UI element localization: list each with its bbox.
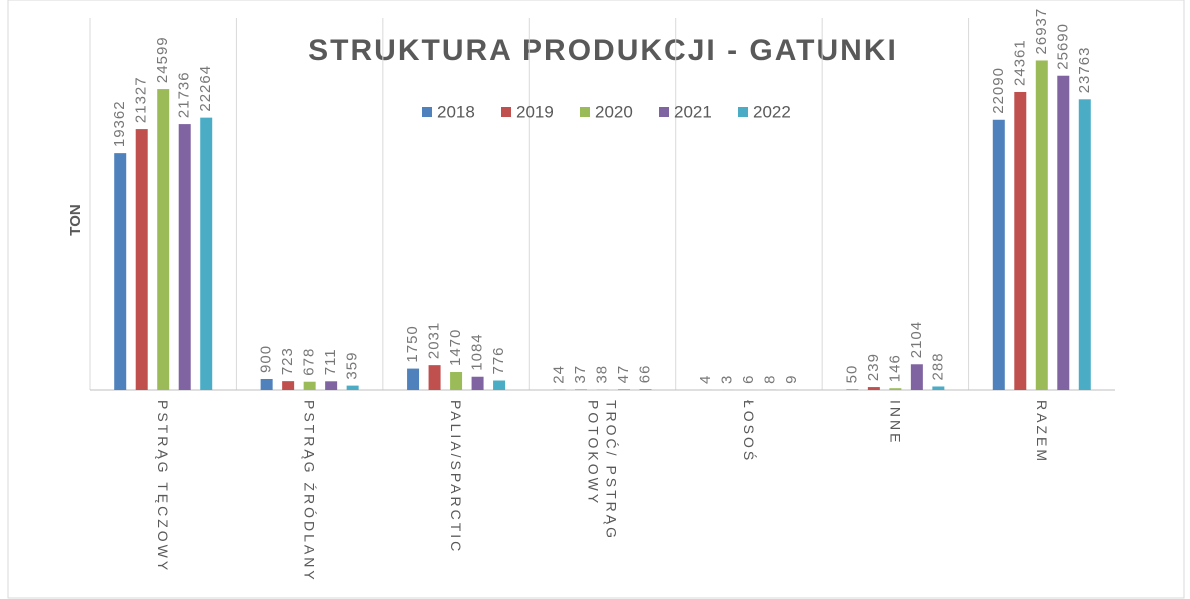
x-tick-label: PSTRĄG ŹRÓDLANY (301, 400, 318, 583)
bar (618, 389, 630, 390)
legend-label: 2020 (595, 102, 633, 121)
data-label: 22090 (990, 67, 1007, 114)
bar (303, 381, 316, 390)
data-label: 1084 (469, 333, 486, 370)
x-tick-label: INNE (887, 400, 904, 446)
bar (260, 378, 273, 390)
data-label: 239 (865, 353, 882, 381)
data-label: 2031 (426, 322, 443, 359)
legend-label: 2021 (674, 102, 712, 121)
data-label: 66 (636, 365, 653, 384)
legend-label: 2018 (437, 102, 475, 121)
chart-title: STRUKTURA PRODUKCJI - GATUNKI (308, 34, 898, 67)
data-label: 24361 (1011, 39, 1028, 86)
data-label: 22264 (197, 65, 214, 112)
bar (992, 119, 1005, 391)
legend-label: 2019 (516, 102, 554, 121)
data-label: 8 (761, 375, 778, 384)
bar (114, 153, 127, 390)
bar (1014, 91, 1027, 390)
bar (1035, 60, 1048, 390)
data-label: 1470 (447, 329, 464, 366)
data-label: 21736 (176, 71, 193, 118)
bar (135, 129, 148, 390)
data-label: 711 (322, 348, 339, 375)
legend-swatch (738, 107, 748, 117)
x-tick-label: TROĆ/ PSTRĄG POTOKOWY (585, 400, 620, 542)
bar (346, 385, 359, 390)
bar (846, 389, 859, 390)
data-label: 3 (718, 375, 735, 384)
data-label: 146 (886, 354, 903, 382)
x-tick-label: ŁOSOŚ (740, 400, 757, 464)
data-label: 38 (593, 365, 610, 384)
data-label: 26937 (1033, 8, 1050, 55)
data-label: 776 (490, 346, 507, 374)
bar (282, 381, 295, 390)
data-label: 4 (697, 375, 714, 384)
x-tick-label: RAZEM (1033, 400, 1050, 464)
data-label: 678 (301, 348, 318, 376)
bar (1057, 75, 1070, 390)
legend-swatch (580, 107, 590, 117)
y-axis-label: TON (67, 204, 84, 235)
bar (407, 368, 420, 390)
bar (200, 117, 213, 390)
bar (639, 389, 652, 390)
data-label: 1750 (404, 325, 421, 362)
data-label: 24599 (154, 36, 171, 83)
legend-swatch (501, 107, 511, 117)
bar (157, 89, 170, 390)
data-label: 9 (783, 375, 800, 384)
data-label: 24 (550, 365, 567, 384)
x-tick-label: PSTRĄG TĘCZOWY (155, 400, 172, 574)
data-label: 19362 (111, 100, 128, 147)
data-label: 6 (740, 375, 757, 384)
bar (1078, 99, 1091, 390)
data-label: 2104 (908, 321, 925, 358)
data-label: 25690 (1054, 23, 1071, 70)
bar (889, 388, 902, 390)
x-tick-label: PALIA/SPARCTIC (448, 400, 465, 555)
data-label: 23763 (1076, 47, 1093, 94)
legend-swatch (422, 107, 432, 117)
bar (932, 386, 945, 390)
bar (450, 372, 463, 390)
bar (471, 376, 484, 390)
data-label: 900 (258, 345, 275, 373)
data-label: 21327 (133, 76, 150, 123)
data-label: 288 (929, 352, 946, 380)
bar (867, 387, 880, 390)
data-label: 359 (344, 352, 361, 380)
frame (7, 0, 1185, 599)
legend-swatch (659, 107, 669, 117)
data-label: 37 (572, 365, 589, 384)
data-label: 47 (615, 365, 632, 384)
bar (325, 381, 338, 390)
bar (428, 365, 441, 390)
bar (910, 364, 923, 390)
data-label: 723 (279, 347, 296, 375)
bar (178, 124, 191, 391)
data-label: 50 (843, 365, 860, 384)
legend-label: 2022 (753, 102, 791, 121)
bar (493, 380, 506, 390)
